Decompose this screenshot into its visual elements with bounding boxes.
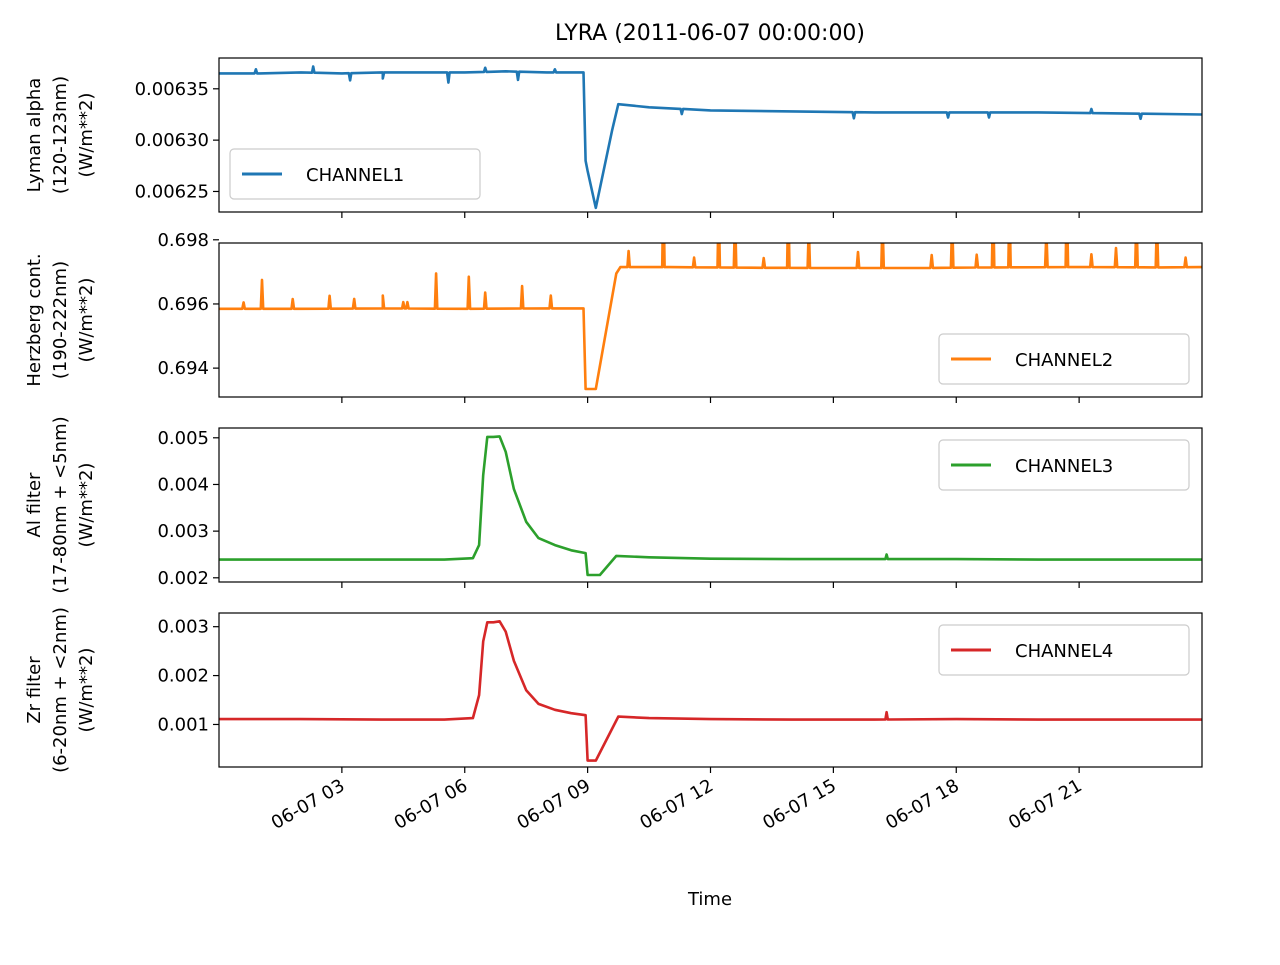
chart-title: LYRA (2011-06-07 00:00:00) — [555, 21, 865, 46]
panel-4-legend-label: CHANNEL4 — [1015, 641, 1113, 662]
x-tick-label: 06-07 06 — [391, 775, 472, 834]
panel-4-ylabel-line: Zr filter — [24, 656, 45, 724]
panel-4-ytick-label: 0.002 — [157, 666, 209, 687]
panel-2-ylabel-line: (190-222nm) — [50, 261, 71, 379]
panel-2-series-line — [219, 243, 1202, 391]
panel-4-legend-box — [938, 624, 1190, 676]
panel-3-ytick-label: 0.003 — [157, 521, 209, 542]
panel-2-ylabel-line: (W/m**2) — [76, 278, 97, 363]
panel-1-ytick-label: 0.00625 — [135, 181, 209, 202]
panel-2-ytick-label: 0.694 — [157, 358, 209, 379]
panel-1-legend-label: CHANNEL1 — [306, 165, 404, 186]
panel-1-legend-box — [229, 148, 481, 200]
x-tick-label: 06-07 18 — [882, 775, 963, 834]
panel-1-ylabel-line: (120-123nm) — [50, 76, 71, 194]
x-axis-label: Time — [687, 889, 732, 910]
panel-1-ylabel-line: Lyman alpha — [24, 78, 45, 193]
panel-1-ytick-label: 0.00630 — [135, 130, 209, 151]
panel-4-ylabel-line: (W/m**2) — [76, 648, 97, 733]
panel-3-ylabel-line: (17-80nm + <5nm) — [50, 416, 71, 593]
panel-3-legend-box — [938, 439, 1190, 491]
panel-4-ytick-label: 0.001 — [157, 714, 209, 735]
panel-3-series-line — [219, 435, 1202, 577]
panel-3-ytick-label: 0.002 — [157, 568, 209, 589]
panel-3-ytick-label: 0.004 — [157, 474, 209, 495]
panel-3-ylabel-line: (W/m**2) — [76, 463, 97, 548]
panel-1-ytick-label: 0.00635 — [135, 79, 209, 100]
panel-2-ytick-label: 0.696 — [157, 294, 209, 315]
x-tick-label: 06-07 21 — [1005, 775, 1086, 834]
panel-4-series-line — [219, 620, 1202, 762]
panel-1-series-line — [219, 65, 1202, 210]
panel-4-ylabel-line: (6-20nm + <2nm) — [50, 607, 71, 773]
panel-2-legend-label: CHANNEL2 — [1015, 350, 1113, 371]
x-tick-label: 06-07 03 — [268, 775, 349, 834]
x-tick-label: 06-07 12 — [636, 775, 717, 834]
x-tick-label: 06-07 09 — [514, 775, 595, 834]
panel-2-ylabel-line: Herzberg cont. — [24, 253, 45, 386]
panel-3-ylabel-line: Al filter — [24, 472, 45, 538]
x-tick-label: 06-07 15 — [759, 775, 840, 834]
panel-4-ytick-label: 0.003 — [157, 617, 209, 638]
panel-3-legend-label: CHANNEL3 — [1015, 456, 1113, 477]
panel-1-ylabel-line: (W/m**2) — [76, 93, 97, 178]
panel-2-ytick-label: 0.698 — [157, 230, 209, 251]
panel-2-legend-box — [938, 333, 1190, 385]
panel-3-ytick-label: 0.005 — [157, 428, 209, 449]
